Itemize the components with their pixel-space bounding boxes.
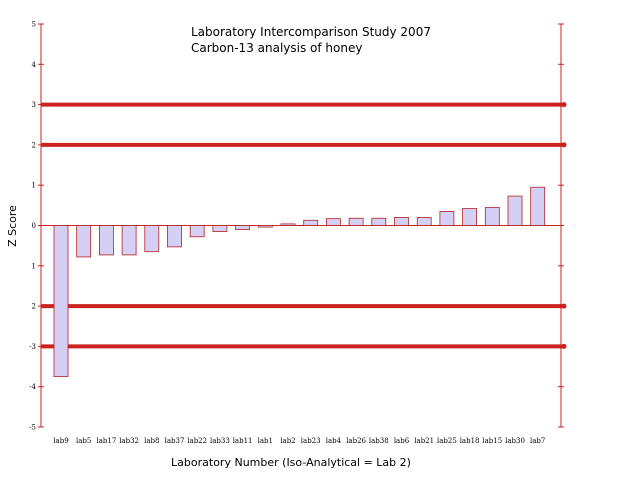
- category-label: lab37: [165, 437, 185, 445]
- category-label: lab32: [119, 437, 139, 445]
- bar-lab33: [212, 225, 228, 232]
- bar-lab5: [76, 225, 92, 258]
- y-tick-label: -3: [29, 343, 36, 351]
- bar-lab38: [371, 217, 387, 226]
- y-tick-label: 3: [32, 101, 36, 109]
- bar-lab9: [53, 225, 69, 378]
- bar-lab6: [394, 217, 409, 226]
- bar-lab26: [348, 217, 364, 226]
- bar-lab22: [189, 225, 205, 238]
- x-axis-title: Laboratory Number (Iso-Analytical = Lab …: [171, 456, 411, 469]
- category-label: lab1: [258, 437, 273, 445]
- category-label: lab4: [326, 437, 342, 445]
- chart-title: Laboratory Intercomparison Study 2007: [191, 25, 431, 39]
- y-axis-title: Z Score: [6, 205, 19, 247]
- y-tick-label: 4: [32, 61, 37, 69]
- category-label: lab9: [53, 437, 68, 445]
- category-label: lab5: [76, 437, 91, 445]
- bar-lab8: [144, 225, 160, 253]
- category-label: lab15: [482, 437, 502, 445]
- chart-subtitle: Carbon-13 analysis of honey: [191, 41, 362, 55]
- reference-lines: [41, 102, 567, 349]
- bar-lab15: [484, 206, 500, 226]
- bar-lab23: [303, 219, 319, 226]
- category-label: lab22: [187, 437, 207, 445]
- bar-lab11: [235, 225, 251, 230]
- bars: [53, 186, 546, 378]
- category-label: lab30: [505, 437, 525, 445]
- category-label: lab11: [233, 437, 253, 445]
- y-tick-label: 2: [32, 303, 36, 311]
- bar-lab32: [121, 225, 137, 256]
- y-tick-label: 1: [32, 262, 36, 270]
- category-label: lab21: [414, 437, 434, 445]
- y-ticks: 5 4 3 2 1 0 1 2 -3 -4 -5: [29, 21, 564, 432]
- bar-lab37: [167, 225, 182, 248]
- category-label: lab6: [394, 437, 410, 445]
- bar-lab21: [416, 217, 432, 226]
- bar-lab7: [530, 186, 546, 226]
- category-label: lab17: [96, 437, 116, 445]
- y-tick-label: -4: [29, 383, 36, 391]
- category-label: lab7: [530, 437, 545, 445]
- y-tick-label: -5: [29, 424, 36, 432]
- axes: [40, 24, 562, 427]
- category-label: lab38: [369, 437, 389, 445]
- category-label: lab8: [144, 437, 159, 445]
- category-label: lab2: [280, 437, 295, 445]
- category-label: lab33: [210, 437, 230, 445]
- y-tick-label: 5: [32, 21, 36, 29]
- category-label: lab23: [301, 437, 321, 445]
- bar-lab25: [439, 210, 455, 226]
- bar-lab1: [257, 225, 273, 228]
- bar-lab30: [507, 195, 523, 226]
- y-tick-label: 2: [32, 141, 36, 149]
- category-label: lab25: [437, 437, 457, 445]
- bar-lab17: [99, 225, 114, 256]
- x-category-labels: lab9 lab5 lab17 lab32 lab8 lab37 lab22 lab33 lab…: [53, 437, 545, 445]
- bar-lab2: [280, 223, 296, 226]
- bar-lab18: [462, 208, 478, 226]
- y-tick-label: 0: [32, 222, 36, 230]
- y-tick-label: 1: [32, 182, 36, 190]
- category-label: lab26: [346, 437, 366, 445]
- bar-lab4: [325, 218, 341, 226]
- category-label: lab18: [460, 437, 480, 445]
